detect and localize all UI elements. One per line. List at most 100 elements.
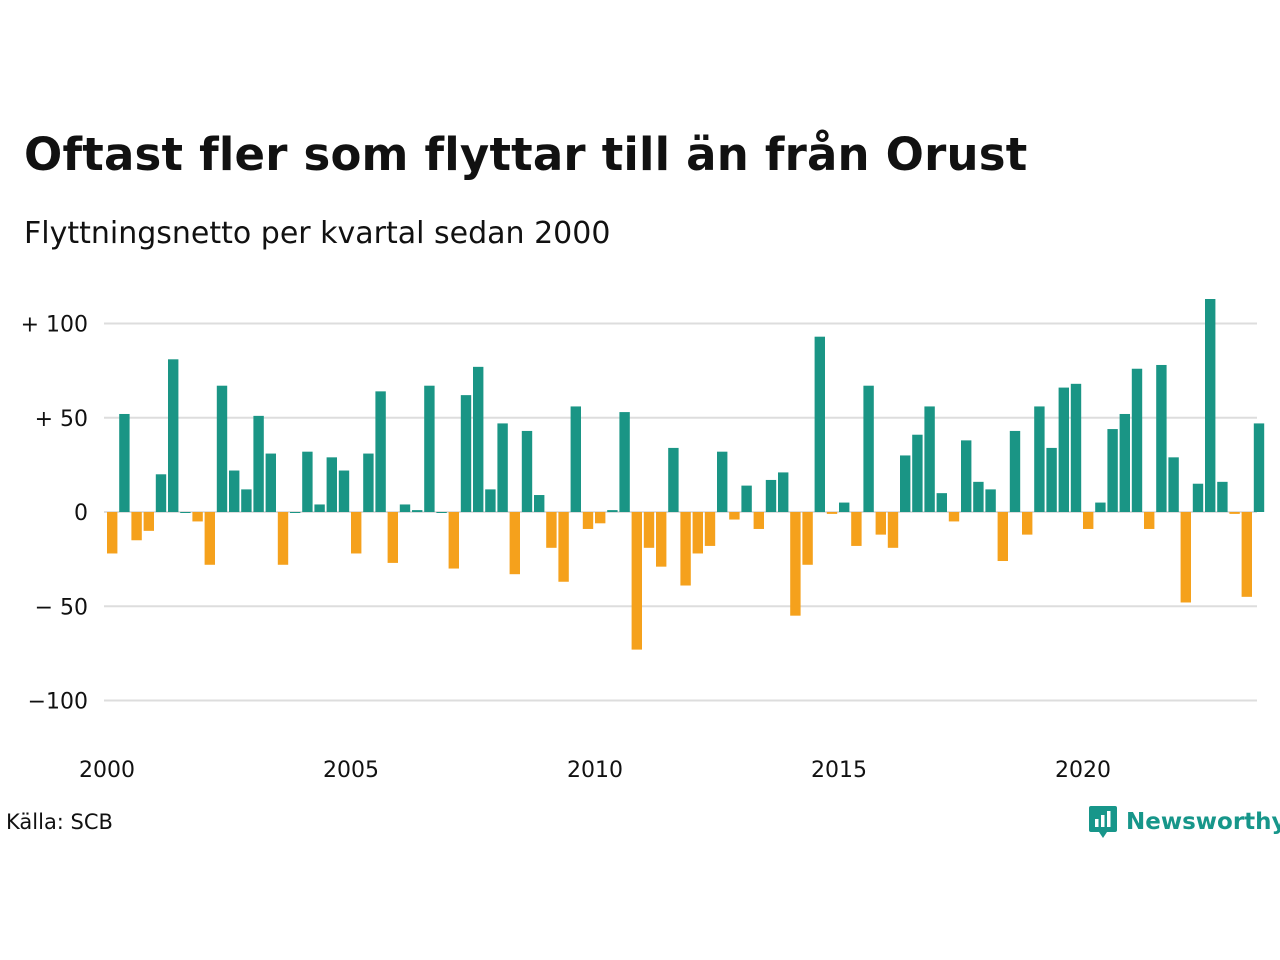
y-axis-labels: + 100 + 50 0 − 50 −100 <box>21 313 88 715</box>
bar <box>900 455 911 512</box>
bar <box>1131 368 1143 512</box>
bar <box>1119 413 1130 512</box>
bar <box>753 512 764 529</box>
bar <box>119 413 130 512</box>
bar <box>851 512 862 546</box>
bar <box>1180 512 1191 603</box>
bar <box>460 395 472 512</box>
bar <box>277 512 289 565</box>
bar <box>765 479 777 512</box>
bar <box>997 512 1008 562</box>
bar <box>473 366 484 512</box>
chart-subtitle: Flyttningsnetto per kvartal sedan 2000 <box>24 216 611 251</box>
bar <box>607 510 618 513</box>
bar <box>717 451 728 512</box>
bar <box>546 512 557 548</box>
bar <box>1205 299 1216 512</box>
bar <box>290 512 301 513</box>
bar <box>412 510 423 513</box>
x-tick-label: 2020 <box>1055 758 1111 783</box>
bar <box>314 504 325 512</box>
newsworthy-logo: Newsworthy <box>1088 804 1280 840</box>
bar <box>643 512 655 548</box>
bar <box>1192 483 1204 512</box>
bar <box>192 512 203 522</box>
bar <box>1253 423 1265 512</box>
bar <box>1009 430 1021 512</box>
x-tick-label: 2010 <box>567 758 623 783</box>
x-tick-label: 2005 <box>323 758 379 783</box>
bar <box>1241 512 1252 597</box>
bar <box>509 512 520 575</box>
bar <box>107 512 118 554</box>
bar <box>302 451 313 512</box>
bar <box>1070 383 1082 512</box>
bar <box>729 512 740 520</box>
bar <box>692 512 703 554</box>
bar <box>1058 387 1069 512</box>
bar <box>1034 406 1045 512</box>
bar <box>875 512 886 535</box>
bar <box>387 512 398 563</box>
bar <box>448 512 459 569</box>
bar <box>912 434 923 512</box>
bar <box>216 385 228 512</box>
bar <box>143 512 154 531</box>
bar <box>363 453 374 512</box>
bar <box>704 512 716 546</box>
y-tick-label: 0 <box>74 501 88 526</box>
bar <box>1144 512 1155 529</box>
bar <box>619 412 630 512</box>
bar <box>338 470 350 512</box>
bar <box>204 512 215 565</box>
bar <box>814 336 825 512</box>
bar <box>155 474 167 512</box>
bar <box>1107 429 1118 512</box>
bar <box>497 423 508 512</box>
bar <box>241 489 252 512</box>
bars <box>107 299 1265 650</box>
bar <box>253 415 264 513</box>
bar <box>595 512 606 524</box>
bar <box>631 512 642 650</box>
bar <box>1217 481 1228 512</box>
bar <box>570 406 581 512</box>
x-tick-label: 2015 <box>811 758 867 783</box>
bar <box>399 504 411 512</box>
bar <box>375 391 386 512</box>
bar <box>1022 512 1033 535</box>
bar <box>839 502 850 512</box>
bar-chart-speech-bubble-icon <box>1089 806 1117 838</box>
y-tick-label: − 50 <box>35 595 88 620</box>
bar-chart: + 100 + 50 0 − 50 −100 2000 2005 2010 2015 2020 <box>21 299 1265 783</box>
bar <box>351 512 362 554</box>
bar <box>961 440 972 512</box>
bar <box>863 385 874 512</box>
bar <box>1168 457 1179 512</box>
y-tick-label: + 100 <box>21 313 88 338</box>
bar <box>790 512 801 616</box>
bar <box>1156 364 1167 512</box>
x-axis-labels: 2000 2005 2010 2015 2020 <box>79 758 1111 783</box>
bar <box>326 457 337 512</box>
y-tick-label: −100 <box>28 690 88 715</box>
bar <box>229 470 240 512</box>
bar <box>558 512 569 582</box>
bar <box>168 359 179 512</box>
bar <box>936 493 947 512</box>
bar <box>521 430 533 512</box>
bar <box>424 385 435 512</box>
bar <box>680 512 691 586</box>
bar <box>656 512 667 567</box>
bar <box>1229 512 1240 514</box>
bar <box>534 495 545 512</box>
bar <box>485 489 496 512</box>
bar <box>1083 512 1094 529</box>
bar <box>741 485 752 512</box>
bar <box>924 406 935 512</box>
bar <box>436 512 447 513</box>
bar <box>265 453 276 512</box>
logo-text: Newsworthy <box>1126 809 1280 835</box>
bar <box>1046 447 1057 512</box>
bar <box>985 489 996 512</box>
